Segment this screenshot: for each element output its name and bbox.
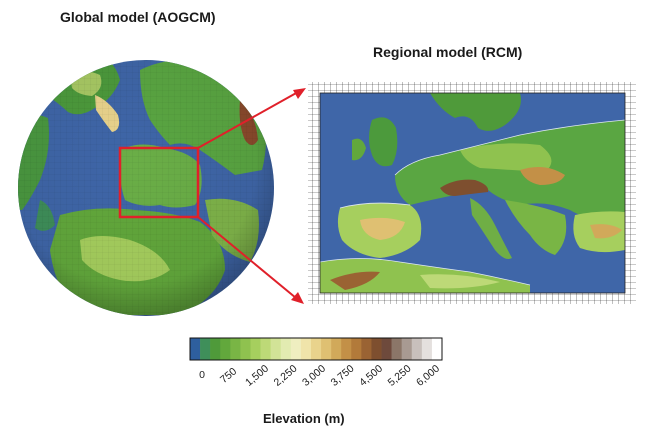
globe-shading (18, 60, 274, 316)
colorbar-segment (270, 338, 282, 360)
globe (18, 60, 274, 316)
colorbar-title: Elevation (m) (263, 411, 345, 426)
colorbar-segment (401, 338, 413, 360)
colorbar-segment (250, 338, 261, 360)
colorbar-segment (230, 338, 241, 360)
colorbar-segment (220, 338, 231, 360)
rcm-anatolian-highland (590, 224, 622, 239)
colorbar-segment (210, 338, 221, 360)
globe-region-box (118, 146, 200, 219)
arrow-bottom-head (291, 292, 304, 304)
regional-map (308, 82, 636, 304)
colorbar-segment (371, 338, 382, 360)
elevation-colorbar (189, 337, 443, 361)
colorbar-segment (290, 338, 302, 360)
rcm-desert (420, 274, 500, 289)
colorbar-segment (411, 338, 423, 360)
rcm-italy (470, 198, 512, 259)
colorbar-segment (321, 338, 332, 360)
colorbar-segment (431, 338, 443, 360)
colorbar-tick-label: 2,250 (272, 363, 300, 389)
colorbar-segment (421, 338, 433, 360)
colorbar-segment (280, 338, 292, 360)
rcm-plains (460, 143, 552, 172)
colorbar-segment (331, 338, 342, 360)
colorbar-segment (341, 338, 352, 360)
colorbar-tick-label: 3,000 (300, 363, 328, 389)
colorbar-tick-labels: 0 750 1,500 2,250 3,000 3,750 4,500 5,250 6,000 (199, 363, 442, 389)
arrow-top (197, 91, 299, 149)
global-model-title: Global model (AOGCM) (60, 9, 216, 25)
colorbar-segment (260, 338, 271, 360)
colorbar-tick-label: 0 (199, 369, 205, 381)
colorbar-frame (189, 337, 443, 361)
rcm-scandinavia (430, 93, 521, 131)
colorbar-tick-label: 750 (218, 365, 239, 386)
rcm-balkans (505, 200, 567, 255)
rcm-britain (369, 117, 398, 167)
rcm-carpathians (520, 166, 565, 185)
rcm-atlas-mountains (330, 271, 380, 290)
colorbar-segment (190, 338, 201, 360)
colorbar-segment (310, 338, 322, 360)
colorbar-tick-label: 6,000 (414, 363, 442, 389)
colorbar-segment (300, 338, 312, 360)
arrow-top-head (293, 88, 306, 99)
colorbar-segment (361, 338, 372, 360)
rcm-iberian-plateau (360, 217, 405, 240)
colorbar-tick-label: 4,500 (357, 363, 385, 389)
colorbar-tick-label: 1,500 (243, 363, 271, 389)
rcm-map-border (319, 92, 626, 294)
arrow-bottom (197, 216, 297, 299)
regional-model-title: Regional model (RCM) (373, 44, 523, 60)
colorbar-tick-label: 3,750 (329, 363, 357, 389)
colorbar-segment (391, 338, 402, 360)
zoom-arrows (197, 88, 306, 304)
rcm-ireland (352, 138, 366, 161)
colorbar-tick-label: 5,250 (386, 363, 414, 389)
colorbar-segment (351, 338, 362, 360)
rcm-coastlines (320, 119, 625, 286)
colorbar-segment (200, 338, 211, 360)
rcm-alps (440, 179, 489, 196)
colorbar-segment (381, 338, 392, 360)
colorbar-segment (240, 338, 251, 360)
